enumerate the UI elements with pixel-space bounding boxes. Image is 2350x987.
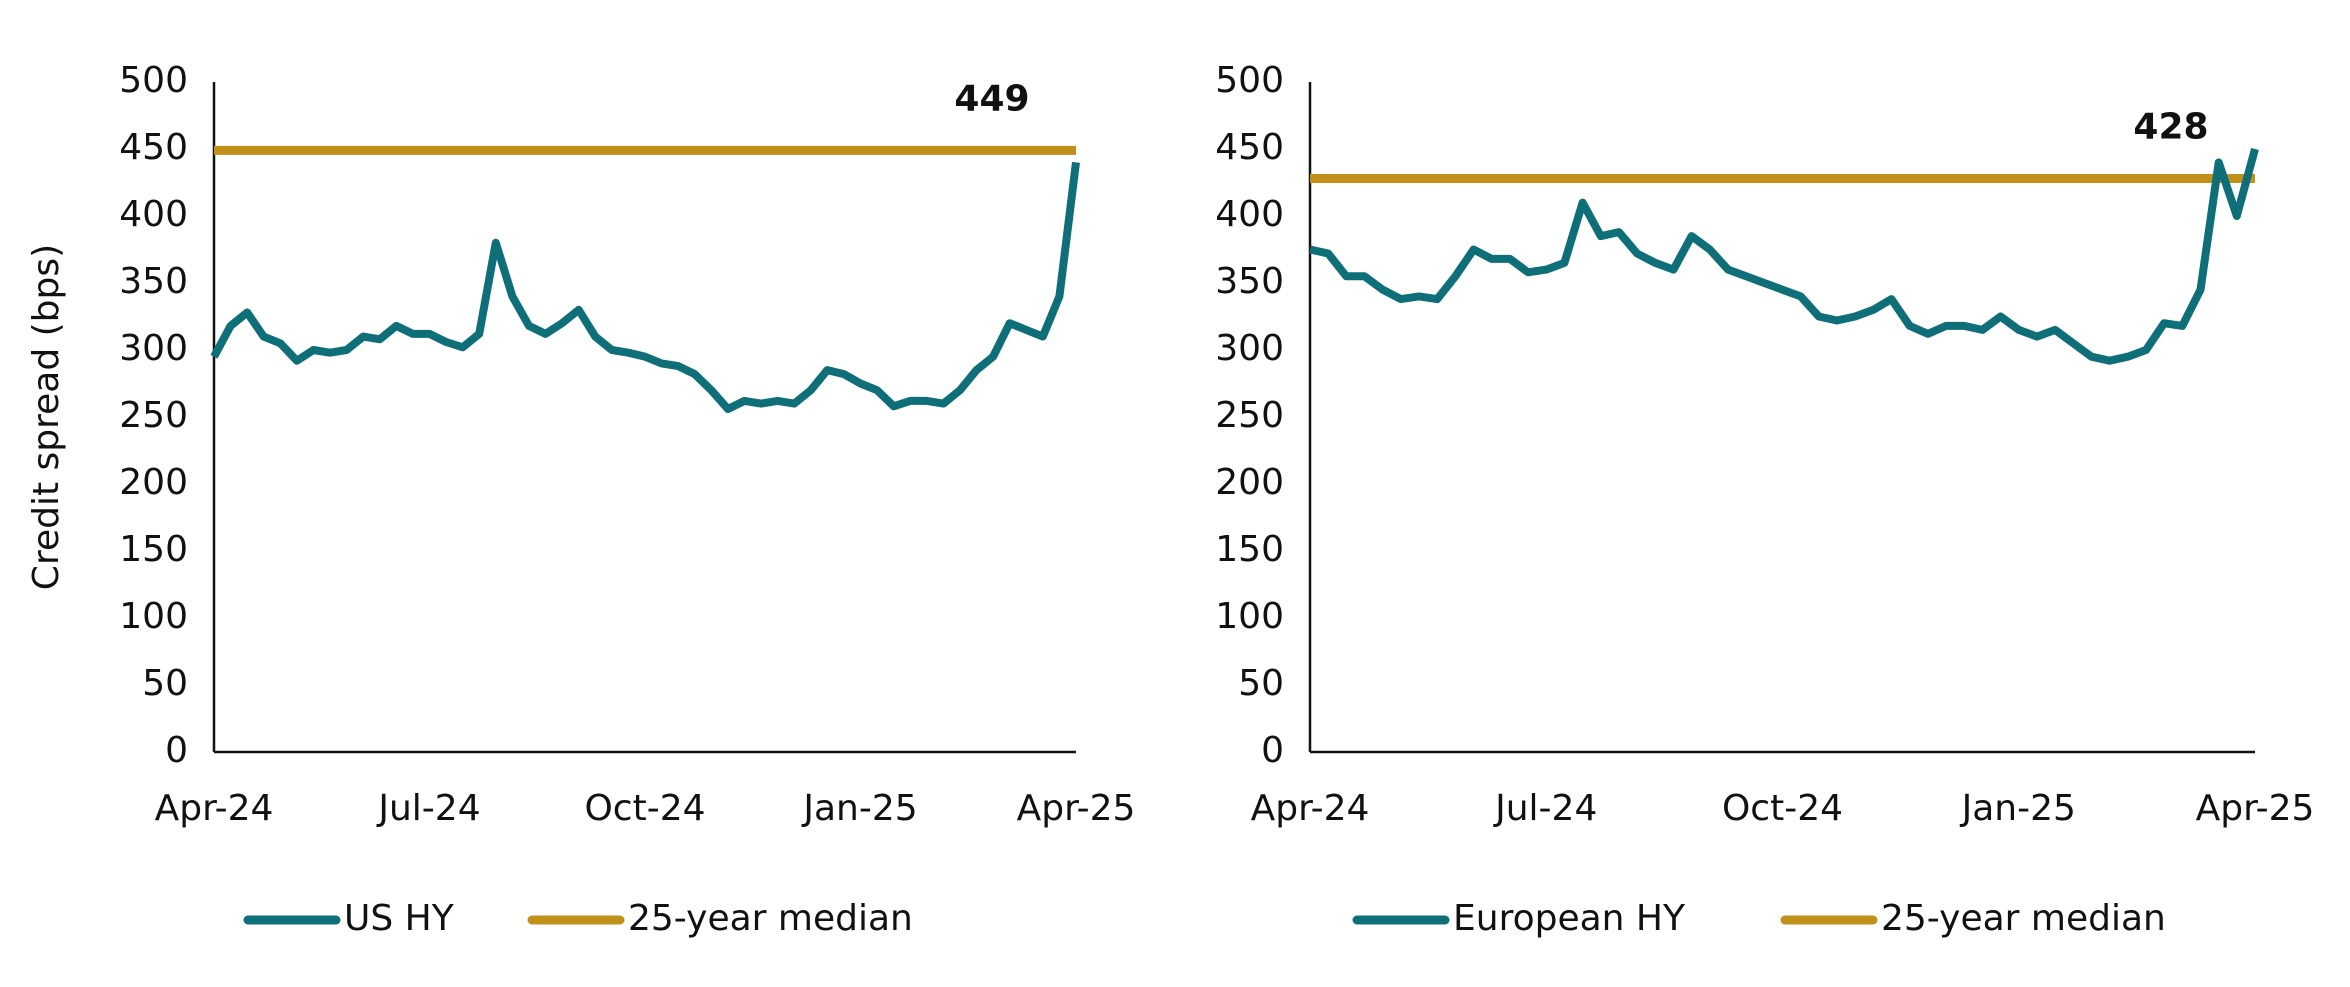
x-tick-label: Oct-24 xyxy=(584,788,705,829)
y-tick-label: 500 xyxy=(1215,60,1284,101)
y-tick-label: 150 xyxy=(1215,529,1284,570)
y-tick-label: 100 xyxy=(1215,596,1284,637)
y-tick-label: 450 xyxy=(1215,127,1284,168)
y-tick-label: 100 xyxy=(119,596,188,637)
median-label: 428 xyxy=(2133,106,2208,147)
y-tick-label: 300 xyxy=(119,328,188,369)
y-tick-label: 250 xyxy=(119,395,188,436)
x-tick-label: Apr-25 xyxy=(2196,788,2315,829)
y-tick-label: 250 xyxy=(1215,395,1284,436)
y-tick-label: 50 xyxy=(1238,663,1284,704)
y-tick-label: 50 xyxy=(142,663,188,704)
y-tick-label: 400 xyxy=(1215,194,1284,235)
y-tick-label: 0 xyxy=(1261,730,1284,771)
y-tick-label: 300 xyxy=(1215,328,1284,369)
y-tick-label: 350 xyxy=(119,261,188,302)
legend-label: 25-year median xyxy=(628,898,913,939)
x-tick-label: Jul-24 xyxy=(376,788,480,829)
x-tick-label: Jan-25 xyxy=(1960,788,2076,829)
series-line xyxy=(1309,147,2259,365)
x-tick-label: Apr-24 xyxy=(155,788,274,829)
x-tick-label: Apr-24 xyxy=(1251,788,1370,829)
series-line xyxy=(210,161,1080,413)
legend-label: European HY xyxy=(1453,898,1686,939)
legend-label: 25-year median xyxy=(1881,898,2166,939)
x-tick-label: Jan-25 xyxy=(801,788,917,829)
y-tick-label: 500 xyxy=(119,60,188,101)
y-tick-label: 400 xyxy=(119,194,188,235)
y-tick-label: 200 xyxy=(1215,462,1284,503)
y-tick-label: 200 xyxy=(119,462,188,503)
x-tick-label: Jul-24 xyxy=(1493,788,1597,829)
y-tick-label: 350 xyxy=(1215,261,1284,302)
y-tick-label: 0 xyxy=(165,730,188,771)
y-tick-label: 450 xyxy=(119,127,188,168)
x-tick-label: Oct-24 xyxy=(1722,788,1843,829)
y-axis-label: Credit spread (bps) xyxy=(26,244,67,590)
y-tick-label: 150 xyxy=(119,529,188,570)
x-tick-label: Apr-25 xyxy=(1017,788,1136,829)
legend-label: US HY xyxy=(344,898,455,939)
median-label: 449 xyxy=(954,78,1029,119)
